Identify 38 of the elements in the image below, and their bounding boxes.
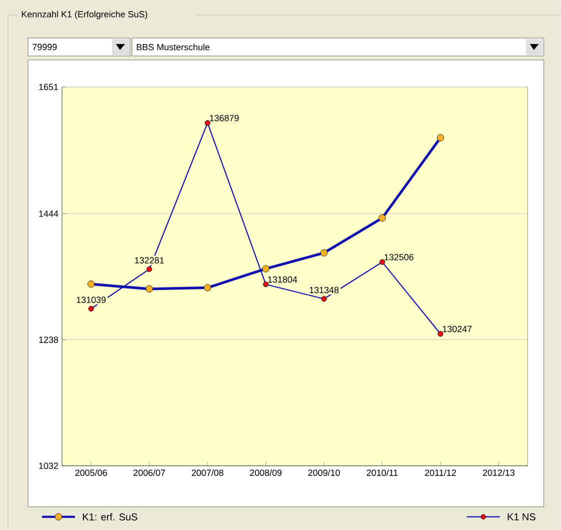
y-tick-label: 1032: [39, 462, 58, 470]
point: [262, 282, 269, 288]
y-tick-label: 1651: [39, 84, 58, 90]
data-label: 131804: [268, 276, 298, 283]
x-tick-label: 2006/07: [134, 469, 166, 476]
x-tick-label: 2009/10: [308, 469, 340, 476]
text: 79999: [32, 44, 57, 50]
x-tick-label: 2011/12: [425, 469, 456, 476]
text: BBS Musterschule: [136, 44, 210, 50]
point: [146, 285, 153, 293]
x-tick-label: 2007/08: [192, 469, 224, 476]
point: [262, 265, 270, 272]
point: [378, 214, 386, 222]
point: [204, 120, 210, 126]
data-label: 131039: [76, 296, 106, 304]
y-tick-label: 1238: [39, 336, 58, 343]
point: [438, 331, 444, 337]
point: [146, 266, 152, 272]
point: [321, 296, 327, 302]
point: [204, 284, 212, 292]
legend-label: K1 NS: [508, 513, 536, 520]
legend-label: K1: erf. SuS: [82, 513, 138, 520]
point: [436, 134, 444, 142]
data-label: 136879: [210, 114, 239, 122]
point: [320, 249, 328, 256]
point: [88, 306, 94, 312]
y-tick-label: 1444: [39, 210, 58, 217]
data-label: 132506: [384, 254, 414, 260]
x-tick-label: 2008/09: [250, 469, 282, 476]
data-label: 132281: [135, 257, 164, 264]
data-label: 130247: [442, 326, 472, 332]
point: [88, 280, 95, 288]
data-label: 131348: [310, 286, 339, 294]
x-tick-label: 2010/11: [366, 469, 398, 476]
chart-title: Kennzahl K1 (Erfolgreiche SuS): [22, 10, 148, 20]
x-tick-label: 2005/06: [75, 469, 107, 476]
point: [379, 259, 386, 265]
x-tick-label: 2012/13: [482, 469, 514, 476]
